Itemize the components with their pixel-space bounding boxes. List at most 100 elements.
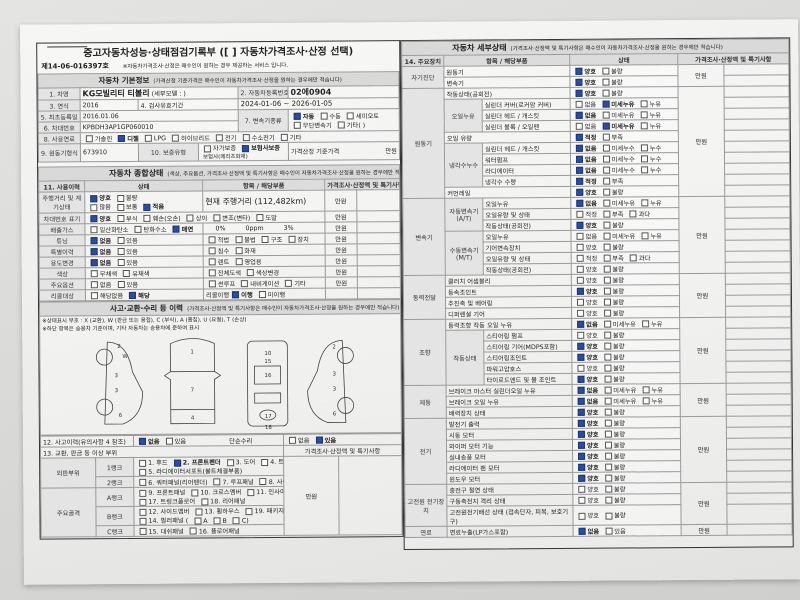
- checkbox-option[interactable]: 없음: [575, 396, 598, 405]
- checkbox-option[interactable]: 전기: [213, 133, 237, 142]
- checkbox-option[interactable]: 15. 대쉬패널: [137, 526, 184, 535]
- checkbox-icon[interactable]: [602, 155, 610, 163]
- checkbox-option[interactable]: 14. 필러패널 (: [136, 516, 188, 525]
- checkbox-option[interactable]: 색상변경: [244, 267, 279, 277]
- checkbox-option[interactable]: 양호: [575, 484, 599, 493]
- checkbox-option[interactable]: 있음: [313, 435, 336, 444]
- checkbox-icon[interactable]: [604, 496, 613, 504]
- checkbox-option[interactable]: 없음: [574, 319, 598, 328]
- checkbox-icon[interactable]: [139, 527, 147, 535]
- checkbox-option[interactable]: 양호: [574, 286, 598, 295]
- checkbox-option[interactable]: 없음: [88, 280, 111, 289]
- checkbox-icon[interactable]: [232, 516, 240, 524]
- checkbox-option[interactable]: 미세누유: [600, 231, 635, 240]
- checkbox-icon[interactable]: [116, 194, 124, 202]
- checkbox-option[interactable]: 불량: [602, 440, 625, 449]
- checkbox-icon[interactable]: [604, 441, 612, 449]
- checkbox-option[interactable]: 불량: [599, 66, 623, 75]
- checked-box-icon[interactable]: [578, 527, 586, 535]
- checkbox-icon[interactable]: [123, 269, 131, 278]
- checkbox-option[interactable]: 누유: [638, 121, 661, 130]
- checkbox-option[interactable]: 양호: [573, 88, 596, 97]
- checkbox-option[interactable]: 불량: [600, 264, 624, 273]
- checkbox-option[interactable]: 양호: [575, 511, 599, 520]
- checkbox-option[interactable]: 미세누유: [601, 385, 636, 394]
- checkbox-icon[interactable]: [602, 89, 610, 97]
- checkbox-option[interactable]: 누유: [638, 198, 662, 207]
- checkbox-icon[interactable]: [577, 309, 585, 317]
- checked-box-icon[interactable]: [118, 134, 126, 143]
- checkbox-option[interactable]: 양호: [575, 374, 598, 383]
- checkbox-icon[interactable]: [208, 258, 216, 266]
- checkbox-icon[interactable]: [208, 236, 216, 244]
- checkbox-icon[interactable]: [117, 248, 125, 256]
- checkbox-icon[interactable]: [116, 215, 125, 223]
- checkbox-icon[interactable]: [575, 100, 583, 108]
- checkbox-option[interactable]: 18. 리어패널: [198, 496, 245, 505]
- checkbox-icon[interactable]: [117, 259, 125, 267]
- checkbox-option[interactable]: 없음: [573, 99, 596, 108]
- checkbox-icon[interactable]: [285, 279, 293, 287]
- checked-box-icon[interactable]: [90, 248, 98, 256]
- checkbox-option[interactable]: 일산화탄소: [87, 224, 128, 234]
- checkbox-option[interactable]: 미세누유: [599, 99, 634, 108]
- checkbox-option[interactable]: 부족: [600, 176, 623, 185]
- checkbox-option[interactable]: 가솔린: [83, 134, 112, 143]
- checkbox-icon[interactable]: [90, 281, 98, 289]
- checkbox-option[interactable]: A: [191, 516, 208, 525]
- checkbox-option[interactable]: 세미오토: [344, 111, 379, 120]
- checkbox-icon[interactable]: [139, 468, 147, 476]
- checkbox-icon[interactable]: [144, 134, 152, 142]
- checkbox-option[interactable]: 누유: [638, 231, 662, 240]
- checkbox-option[interactable]: 불량: [602, 484, 626, 493]
- checkbox-option[interactable]: 누유: [639, 385, 663, 394]
- checkbox-icon[interactable]: [604, 364, 612, 372]
- checkbox-option[interactable]: 없음: [573, 110, 596, 119]
- checkbox-icon[interactable]: [117, 237, 125, 245]
- checkbox-option[interactable]: 불법: [232, 235, 256, 244]
- checkbox-icon[interactable]: [575, 122, 583, 130]
- checked-box-icon[interactable]: [143, 203, 151, 211]
- checkbox-option[interactable]: 불량: [601, 308, 624, 317]
- checkbox-option[interactable]: 누수: [638, 165, 661, 174]
- checkbox-option[interactable]: 해당없음: [88, 291, 123, 300]
- checkbox-icon[interactable]: [90, 203, 98, 211]
- checkbox-option[interactable]: 불량: [600, 220, 624, 229]
- checked-box-icon[interactable]: [575, 111, 583, 119]
- checkbox-option[interactable]: 자동: [291, 111, 314, 120]
- checkbox-option[interactable]: 자가보증: [201, 143, 236, 152]
- checkbox-option[interactable]: 양호: [574, 264, 597, 273]
- checkbox-option[interactable]: 불량: [600, 187, 623, 196]
- checkbox-option[interactable]: 무채색: [88, 269, 117, 278]
- checkbox-icon[interactable]: [603, 342, 611, 350]
- checkbox-icon[interactable]: [642, 386, 650, 394]
- checkbox-icon[interactable]: [90, 226, 98, 234]
- checked-box-icon[interactable]: [315, 436, 323, 444]
- checkbox-icon[interactable]: [346, 112, 354, 120]
- checkbox-icon[interactable]: [640, 166, 648, 174]
- checkbox-option[interactable]: 불량: [599, 77, 623, 86]
- checkbox-icon[interactable]: [577, 364, 585, 372]
- checkbox-option[interactable]: 불량: [601, 374, 625, 383]
- checkbox-icon[interactable]: [208, 280, 216, 288]
- checkbox-icon[interactable]: [603, 221, 611, 229]
- checkbox-option[interactable]: 탄화수소: [131, 224, 167, 233]
- checkbox-option[interactable]: 무단변속기: [291, 120, 332, 129]
- checkbox-icon[interactable]: [576, 276, 584, 284]
- checkbox-icon[interactable]: [603, 353, 612, 361]
- checkbox-option[interactable]: 없음: [573, 143, 597, 152]
- checkbox-icon[interactable]: [208, 269, 216, 277]
- checkbox-option[interactable]: 있음: [114, 279, 138, 288]
- checkbox-icon[interactable]: [139, 517, 147, 525]
- checked-box-icon[interactable]: [232, 291, 240, 299]
- checkbox-option[interactable]: 있음: [114, 235, 138, 244]
- checked-box-icon[interactable]: [576, 166, 584, 174]
- checkbox-icon[interactable]: [641, 320, 649, 328]
- checkbox-option[interactable]: 없음: [573, 154, 597, 163]
- checkbox-option[interactable]: 8. 사이드실패널: [257, 476, 284, 485]
- checkbox-option[interactable]: 누수: [638, 154, 661, 163]
- checkbox-option[interactable]: 미세누수: [599, 143, 635, 152]
- checked-box-icon[interactable]: [138, 437, 146, 445]
- checkbox-option[interactable]: 양호: [575, 407, 598, 416]
- checkbox-icon[interactable]: [605, 527, 613, 535]
